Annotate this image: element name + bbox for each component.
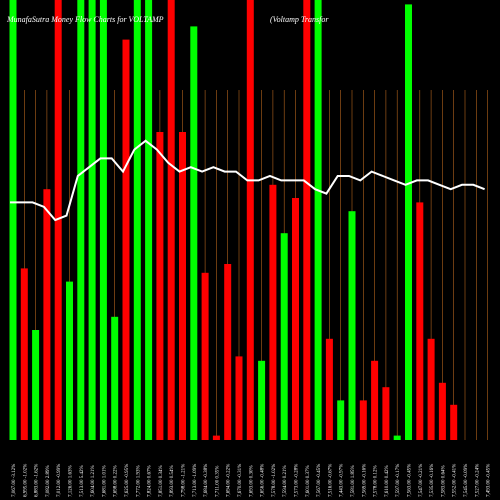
x-tick-label: 7,610.00 0.42% <box>385 465 390 497</box>
bar <box>292 198 299 440</box>
x-tick-label: 7,578.00 0.12% <box>374 465 379 497</box>
bar <box>156 132 164 440</box>
chart-header: MunafaSutra Money Flow Charts for VOLTAM… <box>0 15 500 29</box>
bar <box>246 0 254 440</box>
x-tick-label: 7,594.00 0.21% <box>283 465 288 497</box>
x-tick-label: 7,656.00 -0.48% <box>261 464 266 497</box>
site-title: MunafaSutra Money Flow Charts for VOLTAM… <box>7 15 164 24</box>
x-tick-label: 7,527.00 -0.24% <box>475 464 480 497</box>
x-tick-label: 7,516.00 -0.67% <box>328 464 333 497</box>
bar <box>54 0 62 440</box>
x-tick-label: 6,995.00 -1.02% <box>23 464 28 497</box>
bar-series <box>9 0 458 441</box>
x-tick-label: 7,681.00 1.01% <box>102 465 107 497</box>
x-tick-label: 7,693.00 0.30% <box>249 465 254 497</box>
bar <box>235 356 243 440</box>
bar <box>99 0 107 440</box>
x-tick-label: 7,067.00 -3.12% <box>12 464 17 497</box>
bar <box>145 0 153 440</box>
bar <box>201 272 209 440</box>
x-tick-label: 7,552.00 -0.41% <box>453 464 458 497</box>
x-tick-label: 7,569.00 -0.16% <box>362 464 367 497</box>
x-tick-label: 7,567.00 -0.45% <box>317 464 322 497</box>
bar <box>325 338 333 440</box>
bar <box>167 0 175 440</box>
bar <box>190 26 198 441</box>
bar <box>32 330 40 440</box>
x-tick-label: 7,713.00 -1.09% <box>193 464 198 497</box>
x-tick-label: 7,601.00 0.37% <box>306 465 311 497</box>
x-tick-label: 7,694.00 -0.22% <box>227 464 232 497</box>
price-line-series <box>10 139 485 222</box>
bar <box>179 132 186 440</box>
x-tick-label: 7,824.00 0.67% <box>148 465 153 497</box>
x-tick-label: 7,443.00 -0.97% <box>340 464 345 497</box>
x-tick-label: 7,670.00 -0.31% <box>238 464 243 497</box>
bar <box>371 360 379 440</box>
x-tick-label: 7,563.00 -0.45% <box>408 464 413 497</box>
price-line <box>10 139 485 222</box>
x-tick-label: 7,798.00 -1.21% <box>182 464 187 497</box>
x-tick-label: 7,625.00 -0.95% <box>125 464 130 497</box>
bar <box>450 404 458 440</box>
x-tick-label: 7,698.00 0.22% <box>114 465 119 497</box>
x-tick-label: 7,684.00 -0.38% <box>204 464 209 497</box>
bar <box>111 316 119 440</box>
x-tick-label: 7,604.00 1.21% <box>91 465 96 497</box>
bar <box>122 39 130 440</box>
bar <box>359 400 367 440</box>
x-axis-labels: 7,067.00 -3.12% 6,995.00 -1.02% 6,883.00 -… <box>12 464 492 497</box>
x-tick-label: 7,578.00 -1.02% <box>272 464 277 497</box>
x-tick-label: 7,082.00 2.89% <box>46 465 51 497</box>
bar <box>348 211 356 440</box>
bar <box>416 202 424 440</box>
bar <box>9 0 17 440</box>
bar <box>66 281 73 440</box>
bar <box>88 0 96 440</box>
x-tick-label: 7,547.00 -0.21% <box>419 464 424 497</box>
bar <box>258 360 266 440</box>
x-tick-label: 7,581.00 1.85% <box>351 465 356 497</box>
bar <box>133 0 141 440</box>
bar <box>405 4 412 441</box>
x-tick-label: 7,583.00 0.64% <box>441 465 446 497</box>
bar <box>224 264 232 440</box>
x-tick-label: 7,513.00 5.42% <box>80 465 85 497</box>
bar <box>337 400 345 440</box>
x-tick-label: 7,851.00 0.34% <box>159 465 164 497</box>
bar <box>314 0 322 440</box>
x-tick-label: 7,893.00 0.54% <box>170 465 175 497</box>
bar <box>427 338 435 440</box>
x-tick-label: 7,573.00 -0.28% <box>295 464 300 497</box>
bar <box>77 0 85 440</box>
company-name: (Voltamp Transfor <box>270 15 329 24</box>
bar <box>393 435 401 440</box>
bar <box>212 435 220 440</box>
bar <box>303 0 311 440</box>
bar <box>280 233 288 440</box>
bar <box>382 387 390 440</box>
bar <box>43 189 51 440</box>
x-tick-label: 6,883.00 -1.62% <box>35 464 40 497</box>
x-tick-label: 7,711.00 0.35% <box>215 466 220 497</box>
x-tick-label: 7,012.00 -0.99% <box>57 464 62 497</box>
x-tick-label: 7,493.00 -0.45% <box>487 464 492 497</box>
x-tick-label: 7,126.00 1.63% <box>69 465 74 497</box>
bar <box>269 184 277 440</box>
x-tick-label: 7,545.00 -0.09% <box>464 464 469 497</box>
x-tick-label: 7,772.00 1.93% <box>136 465 141 497</box>
x-tick-label: 7,597.00 -0.17% <box>396 464 401 497</box>
x-tick-label: 7,535.00 -0.16% <box>430 464 435 497</box>
bar <box>438 382 446 440</box>
bar <box>20 268 28 440</box>
